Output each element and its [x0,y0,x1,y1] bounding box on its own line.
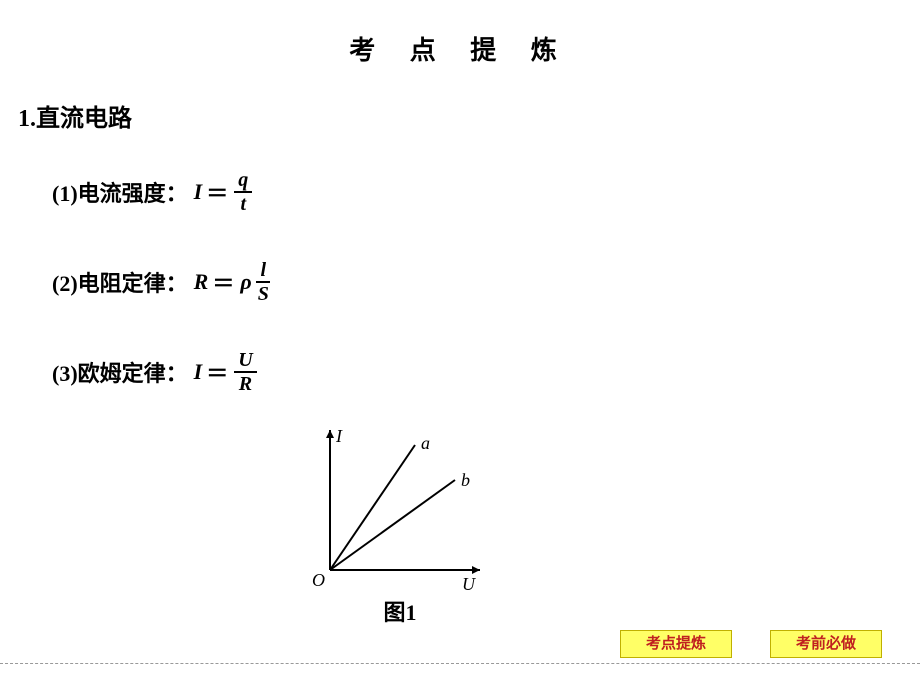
iv-graph-svg: I U Oa b [300,420,500,590]
den-S: S [254,283,273,304]
fraction-q-over-t: q t [234,170,252,214]
page-title: 考 点 提 炼 [0,30,920,67]
fraction-U-over-R: U R [234,350,256,394]
num-l: l [256,260,270,283]
graph-caption: 图1 [300,595,500,627]
svg-text:U: U [462,574,476,590]
footer-divider [0,663,920,664]
equals-1: ＝ [206,176,228,208]
fraction-l-over-S: l S [254,260,273,304]
svg-text:a: a [421,433,430,453]
item-current-intensity: (1)电流强度： I ＝ q t [52,170,252,214]
var-I2: I [194,359,203,385]
den-R: R [235,373,256,394]
formula-3: I ＝ U R [190,350,257,394]
item-ohms-law: (3)欧姆定律： I ＝ U R [52,350,257,394]
svg-text:I: I [335,426,343,446]
coef-rho: ρ [240,269,251,295]
num-q: q [234,170,252,193]
item3-label: (3)欧姆定律： [52,356,188,388]
svg-text:O: O [312,570,325,590]
section-heading: 1.直流电路 [18,98,132,133]
formula-1: I ＝ q t [190,170,253,214]
equals-2: ＝ [212,266,234,298]
formula-2: R ＝ ρ l S [190,260,273,304]
item1-label: (1)电流强度： [52,176,188,208]
var-I: I [194,179,203,205]
iv-graph: I U Oa b [300,420,500,590]
nav-button-kaoqian[interactable]: 考前必做 [770,630,882,658]
den-t: t [236,193,250,214]
nav-button-kaodian[interactable]: 考点提炼 [620,630,732,658]
var-R: R [194,269,209,295]
item2-label: (2)电阻定律： [52,266,188,298]
page: 考 点 提 炼 1.直流电路 (1)电流强度： I ＝ q t (2)电阻定律：… [0,0,920,690]
svg-text:b: b [461,470,470,490]
item-resistance-law: (2)电阻定律： R ＝ ρ l S [52,260,273,304]
num-U: U [234,350,256,373]
equals-3: ＝ [206,356,228,388]
